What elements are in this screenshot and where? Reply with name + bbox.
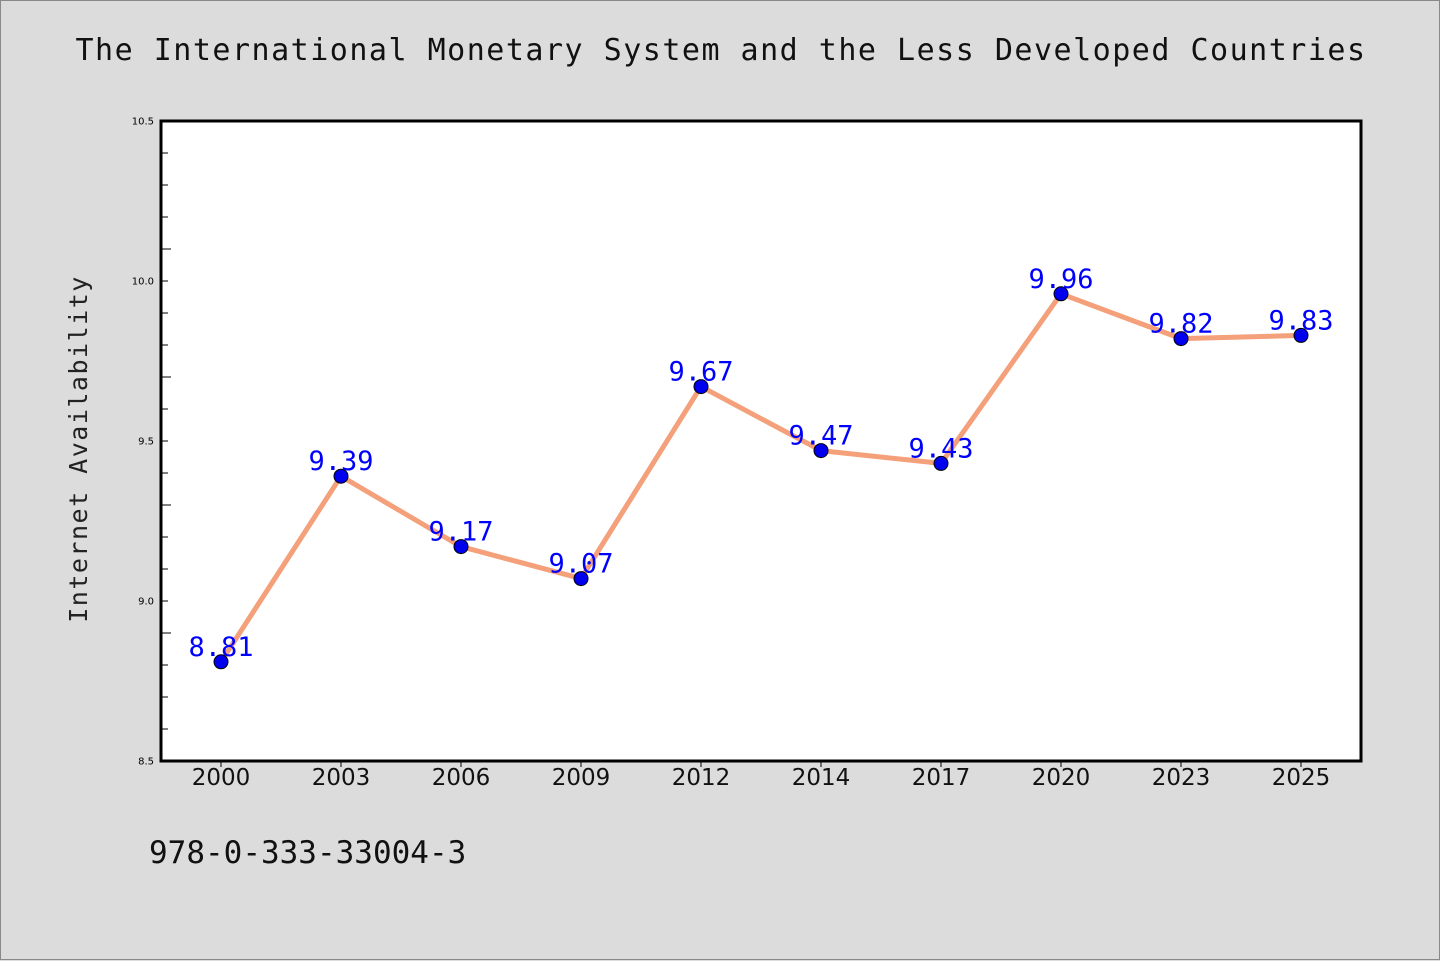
x-tick-label: 2009 bbox=[552, 765, 611, 791]
y-tick-label: 10.5 bbox=[132, 117, 154, 128]
y-tick-label: 9.0 bbox=[138, 597, 154, 608]
y-tick-label: 10.0 bbox=[132, 277, 154, 288]
data-point bbox=[1053, 286, 1069, 302]
chart-title: The International Monetary System and th… bbox=[75, 33, 1367, 68]
x-tick-label: 2006 bbox=[432, 765, 491, 791]
x-tick-label: 2014 bbox=[792, 765, 851, 791]
data-point bbox=[1173, 331, 1189, 347]
data-label: 8.81 bbox=[188, 632, 253, 663]
series-line bbox=[218, 291, 1304, 665]
data-markers bbox=[213, 286, 1309, 670]
data-point bbox=[693, 379, 709, 395]
x-tick-label: 2023 bbox=[1152, 765, 1211, 791]
x-tick-label: 2025 bbox=[1272, 765, 1331, 791]
data-point bbox=[573, 571, 589, 587]
data-point bbox=[1293, 327, 1309, 343]
data-label: 9.67 bbox=[668, 357, 733, 388]
x-tick-label: 2020 bbox=[1032, 765, 1091, 791]
data-point bbox=[213, 654, 229, 670]
x-tick-label: 2012 bbox=[672, 765, 731, 791]
data-label: 9.07 bbox=[548, 549, 613, 580]
plot-area bbox=[159, 119, 1363, 763]
y-axis-label: Internet Availability bbox=[64, 275, 93, 623]
data-label: 9.39 bbox=[308, 446, 373, 477]
data-point bbox=[933, 455, 949, 471]
data-label: 9.17 bbox=[428, 517, 493, 548]
data-labels: 8.81 9.39 9.17 9.07 9.67 9.47 9.43 9.96 9.82 9.83 bbox=[188, 264, 1333, 663]
x-axis: 2000 2003 2006 2009 2012 2014 2017 2020 2023 2025 bbox=[192, 761, 1331, 791]
x-tick-label: 2000 bbox=[192, 765, 251, 791]
isbn-text: 978-0-333-33004-3 bbox=[149, 835, 467, 871]
data-label: 9.43 bbox=[908, 433, 973, 464]
data-label: 9.96 bbox=[1028, 264, 1093, 295]
data-point bbox=[453, 539, 469, 555]
y-axis: 8.5 9.0 9.5 10.0 10.5 bbox=[132, 117, 171, 768]
data-point bbox=[813, 443, 829, 459]
x-tick-label: 2017 bbox=[912, 765, 971, 791]
data-label: 9.82 bbox=[1148, 309, 1213, 340]
data-label: 9.47 bbox=[788, 421, 853, 452]
y-tick-label: 9.5 bbox=[138, 437, 154, 448]
x-tick-label: 2003 bbox=[312, 765, 371, 791]
data-point bbox=[333, 468, 349, 484]
y-tick-label: 8.5 bbox=[138, 757, 154, 768]
data-label: 9.83 bbox=[1268, 305, 1333, 336]
